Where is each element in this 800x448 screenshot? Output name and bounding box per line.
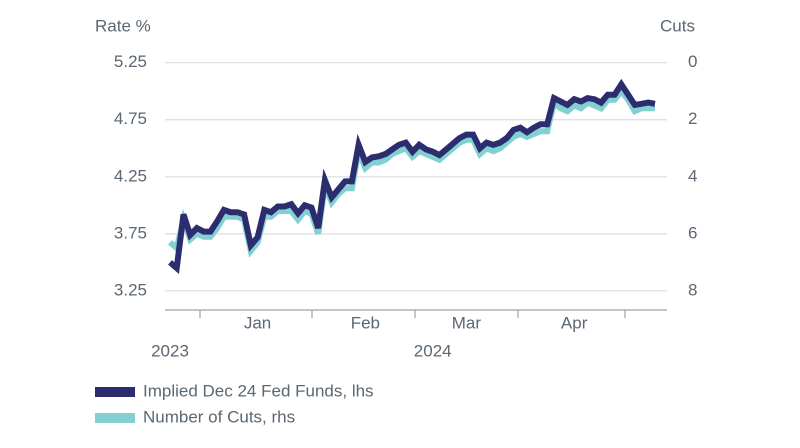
x-tick-label: Apr — [561, 313, 588, 332]
line-series — [168, 86, 655, 258]
x-tick-label: Feb — [351, 313, 380, 332]
y-tick-label: 5.25 — [114, 52, 147, 71]
year-label: 2023 — [151, 341, 189, 360]
legend-label: Implied Dec 24 Fed Funds, lhs — [143, 381, 374, 400]
year-label: 2024 — [414, 341, 452, 360]
x-tick-label: Jan — [244, 313, 271, 332]
y2-tick-label: 0 — [688, 52, 697, 71]
y2-tick-label: 4 — [688, 166, 697, 185]
line-series — [168, 78, 656, 274]
month-boundaries — [199, 310, 626, 318]
y-axis-title: Rate % — [95, 16, 151, 35]
y-tick-label: 4.25 — [114, 166, 147, 185]
legend-swatch — [95, 413, 135, 423]
y-tick-label: 4.75 — [114, 109, 147, 128]
y2-tick-label: 6 — [688, 223, 697, 242]
legend-label: Number of Cuts, rhs — [143, 407, 295, 426]
legend-swatch — [95, 387, 135, 397]
y2-tick-label: 2 — [688, 109, 697, 128]
y2-axis-title: Cuts — [660, 16, 695, 35]
y-tick-label: 3.75 — [114, 223, 147, 242]
y2-tick-label: 8 — [688, 280, 697, 299]
y-tick-label: 3.25 — [114, 280, 147, 299]
x-tick-label: Mar — [452, 313, 482, 332]
